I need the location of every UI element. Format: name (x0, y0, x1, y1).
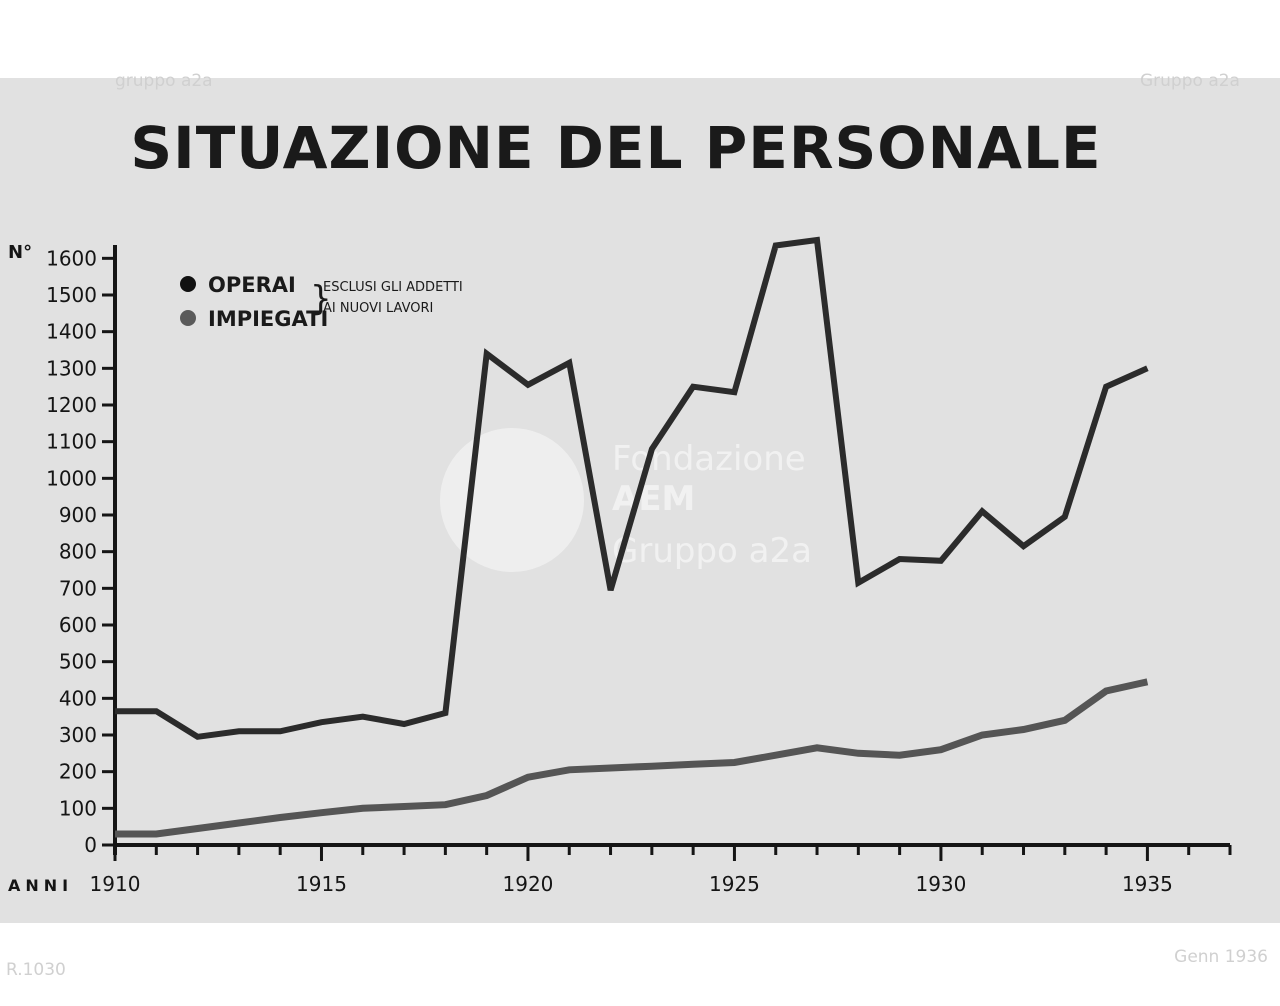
y-ticks: 0 100 200 300 400 500 600 700 800 900 1000 1100 1200… (46, 246, 115, 857)
y-tick-label: 1300 (46, 356, 97, 380)
y-tick-label: 1400 (46, 320, 97, 344)
series-layer (115, 236, 1149, 838)
y-tick-label: 1600 (46, 246, 97, 270)
x-ticks: 1910 1915 1920 1925 1930 1935 (90, 845, 1232, 896)
y-tick-label: 400 (59, 686, 97, 710)
x-tick-label: 1920 (503, 872, 554, 896)
y-tick-label: 700 (59, 576, 97, 600)
watermark-line-2: AEM (612, 479, 695, 519)
corner-mark-left: gruppo a2a (115, 71, 213, 91)
legend-marker-impiegati (180, 310, 196, 326)
y-tick-label: 900 (59, 503, 97, 527)
y-tick-label: 200 (59, 760, 97, 784)
chart-board (0, 78, 1280, 923)
y-tick-label: 600 (59, 613, 97, 637)
legend-marker-operai (180, 276, 196, 292)
y-tick-label: 300 (59, 723, 97, 747)
y-tick-label: 1100 (46, 430, 97, 454)
watermark-line-1: Fondazione (612, 439, 806, 479)
legend-note-line-1: ESCLUSI GLI ADDETTI (323, 280, 463, 295)
y-tick-label: 0 (84, 833, 97, 857)
archive-date: Genn 1936 (1174, 947, 1268, 967)
x-tick-label: 1935 (1122, 872, 1173, 896)
x-tick-label: 1910 (90, 872, 141, 896)
x-tick-label: 1925 (709, 872, 760, 896)
y-tick-label: 1000 (46, 466, 97, 490)
legend-label-operai: OPERAI (208, 273, 296, 297)
legend-label-impiegati: IMPIEGATI (208, 307, 328, 331)
x-tick-label: 1930 (915, 872, 966, 896)
chart-title: SITUAZIONE DEL PERSONALE (130, 114, 1101, 182)
legend-brace-icon: } (310, 279, 332, 319)
legend-note-line-2: AI NUOVI LAVORI (323, 301, 433, 316)
x-axis-label: ANNI (8, 876, 73, 895)
y-tick-label: 1500 (46, 283, 97, 307)
x-tick-label: 1915 (296, 872, 347, 896)
y-tick-label: 800 (59, 540, 97, 564)
series-line-operai (115, 236, 1149, 740)
y-tick-label: 1200 (46, 393, 97, 417)
y-tick-label: 500 (59, 650, 97, 674)
series-line-impiegati (115, 678, 1149, 838)
corner-mark-right: Gruppo a2a (1140, 71, 1240, 91)
watermark-line-3: Gruppo a2a (612, 531, 812, 571)
legend: OPERAI IMPIEGATI } ESCLUSI GLI ADDETTI A… (180, 273, 463, 331)
archive-reference: R.1030 (6, 960, 66, 980)
y-tick-label: 100 (59, 796, 97, 820)
y-axis-label: N° (8, 242, 32, 263)
